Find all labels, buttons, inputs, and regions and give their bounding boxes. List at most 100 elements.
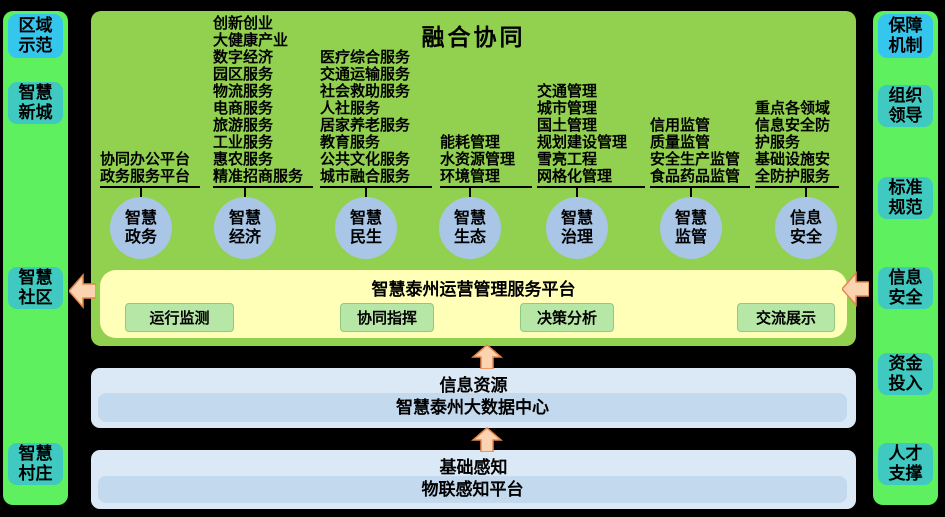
sidebar-item-label: 智慧新城 (18, 83, 53, 122)
service-item: 工业服务 (213, 134, 274, 151)
service-item: 重点各领域信息安全防护服务 (755, 100, 831, 151)
service-item: 旅游服务 (213, 117, 274, 134)
sidebar-item: 智慧社区 (8, 267, 63, 309)
platform-function-button: 协同指挥 (340, 303, 434, 332)
connector-line (140, 188, 142, 198)
service-item: 公共文化服务 (320, 151, 411, 168)
left-sidebar: 区域示范 智慧新城智慧社区智慧村庄 (3, 11, 68, 505)
service-item: 质量监管 (650, 134, 711, 151)
domain-circle-label: 智慧民生 (349, 210, 382, 246)
operations-platform: 智慧泰州运营管理服务平台 运行监测 协同指挥 决策分析 交流展示 (100, 270, 847, 338)
service-item: 大健康产业 (213, 32, 289, 49)
service-column: 协同办公平台 政务服务平台 (100, 151, 200, 188)
domain-circle-label: 信息安全 (789, 210, 822, 246)
up-arrow-icon (471, 427, 503, 452)
sidebar-item: 智慧新城 (8, 82, 63, 124)
fusion-collaboration-panel: 融合协同 智慧泰州运营管理服务平台 运行监测 协同指挥 决策分析 交流展示 协同办公平… (91, 11, 856, 346)
service-column: 重点各领域信息安全防护服务 基础设施安全防护服务 (755, 100, 839, 188)
sidebar-item: 信息安全 (878, 267, 933, 309)
service-item: 环境管理 (440, 168, 501, 185)
domain-circle: 智慧生态 (439, 197, 501, 259)
service-item: 政务服务平台 (100, 168, 191, 185)
service-column: 交通管理 城市管理 国土管理 规划建设管理 雪亮工程 网格化管理 (537, 83, 645, 188)
sidebar-item-label: 智慧社区 (18, 268, 53, 307)
service-column: 能耗管理 水资源管理 环境管理 (440, 134, 532, 188)
service-item: 城市融合服务 (320, 168, 411, 185)
domain-circle: 智慧经济 (214, 197, 276, 259)
service-item: 人社服务 (320, 100, 381, 117)
domain-circle-label: 智慧生态 (453, 210, 486, 246)
layer-title: 信息资源 (439, 376, 508, 395)
domain-circle: 信息安全 (775, 197, 837, 259)
service-item: 数字经济 (213, 49, 274, 66)
left-arrow-icon (842, 271, 869, 307)
platform-function-button: 运行监测 (125, 303, 234, 332)
service-item: 电商服务 (213, 100, 274, 117)
right-sidebar: 保障机制 组织领导标准规范信息安全资金投入人才支撑 (873, 11, 938, 505)
domain-circle: 智慧民生 (335, 197, 397, 259)
platform-title: 智慧泰州运营管理服务平台 (371, 280, 576, 299)
sidebar-item-label: 智慧村庄 (18, 444, 53, 483)
service-item: 医疗综合服务 (320, 49, 411, 66)
domain-circle-label: 智慧监管 (674, 210, 707, 246)
domain-circle: 智慧政务 (110, 197, 172, 259)
connector-line (576, 188, 578, 198)
connector-line (690, 188, 692, 198)
service-column: 创新创业 大健康产业 数字经济 园区服务 物流服务 电商服务 旅游服务 工业服务 惠农服务 精准招… (213, 15, 313, 188)
sidebar-item: 人才支撑 (878, 443, 933, 485)
platform-function-button: 决策分析 (520, 303, 614, 332)
sidebar-item-label: 信息安全 (888, 268, 923, 307)
service-item: 信用监管 (650, 117, 711, 134)
sidebar-item-label: 标准规范 (888, 178, 923, 217)
service-item: 交通管理 (537, 83, 598, 100)
domain-circle: 智慧监管 (660, 197, 722, 259)
service-item: 国土管理 (537, 117, 598, 134)
service-item: 教育服务 (320, 134, 381, 151)
basic-perception-layer: 基础感知 物联感知平台 (91, 450, 856, 509)
sidebar-item: 组织领导 (878, 85, 933, 127)
up-arrow-icon (471, 344, 503, 369)
service-column: 信用监管 质量监管 安全生产监管 食品药品监管 (650, 117, 750, 188)
layer-title: 基础感知 (439, 458, 508, 477)
service-item: 交通运输服务 (320, 66, 411, 83)
sidebar-item-label: 组织领导 (888, 86, 923, 125)
service-item: 雪亮工程 (537, 151, 598, 168)
service-item: 基础设施安全防护服务 (755, 151, 831, 185)
information-resource-layer: 信息资源 智慧泰州大数据中心 (91, 368, 856, 428)
right-sidebar-header-label: 保障机制 (888, 16, 923, 55)
right-sidebar-header: 保障机制 (878, 14, 933, 58)
panel-title: 融合协同 (421, 24, 526, 50)
service-item: 精准招商服务 (213, 168, 304, 185)
sidebar-item-label: 资金投入 (888, 354, 923, 393)
connector-line (469, 188, 471, 198)
sidebar-item-label: 人才支撑 (888, 444, 923, 483)
domain-circle: 智慧治理 (546, 197, 608, 259)
service-item: 网格化管理 (537, 168, 613, 185)
connector-line (365, 188, 367, 198)
sidebar-item: 智慧村庄 (8, 443, 63, 485)
service-item: 规划建设管理 (537, 134, 628, 151)
left-sidebar-header: 区域示范 (8, 14, 63, 58)
service-item: 物流服务 (213, 83, 274, 100)
service-item: 水资源管理 (440, 151, 516, 168)
service-item: 协同办公平台 (100, 151, 191, 168)
service-item: 能耗管理 (440, 134, 501, 151)
sidebar-item: 资金投入 (878, 353, 933, 395)
layer-content: 物联感知平台 (98, 476, 847, 503)
domain-circle-label: 智慧政务 (124, 210, 157, 246)
left-sidebar-header-label: 区域示范 (18, 16, 53, 55)
service-item: 城市管理 (537, 100, 598, 117)
platform-function-button: 交流展示 (737, 303, 835, 332)
service-item: 社会救助服务 (320, 83, 411, 100)
service-item: 居家养老服务 (320, 117, 411, 134)
service-item: 食品药品监管 (650, 168, 741, 185)
layer-content: 智慧泰州大数据中心 (98, 393, 847, 422)
connector-line (805, 188, 807, 198)
service-item: 园区服务 (213, 66, 274, 83)
domain-circle-label: 智慧经济 (228, 210, 261, 246)
left-arrow-icon (69, 273, 96, 309)
sidebar-item: 标准规范 (878, 177, 933, 219)
service-column: 医疗综合服务 交通运输服务 社会救助服务 人社服务 居家养老服务 教育服务 公共文化服务 城市… (320, 49, 432, 188)
domain-circle-label: 智慧治理 (560, 210, 593, 246)
